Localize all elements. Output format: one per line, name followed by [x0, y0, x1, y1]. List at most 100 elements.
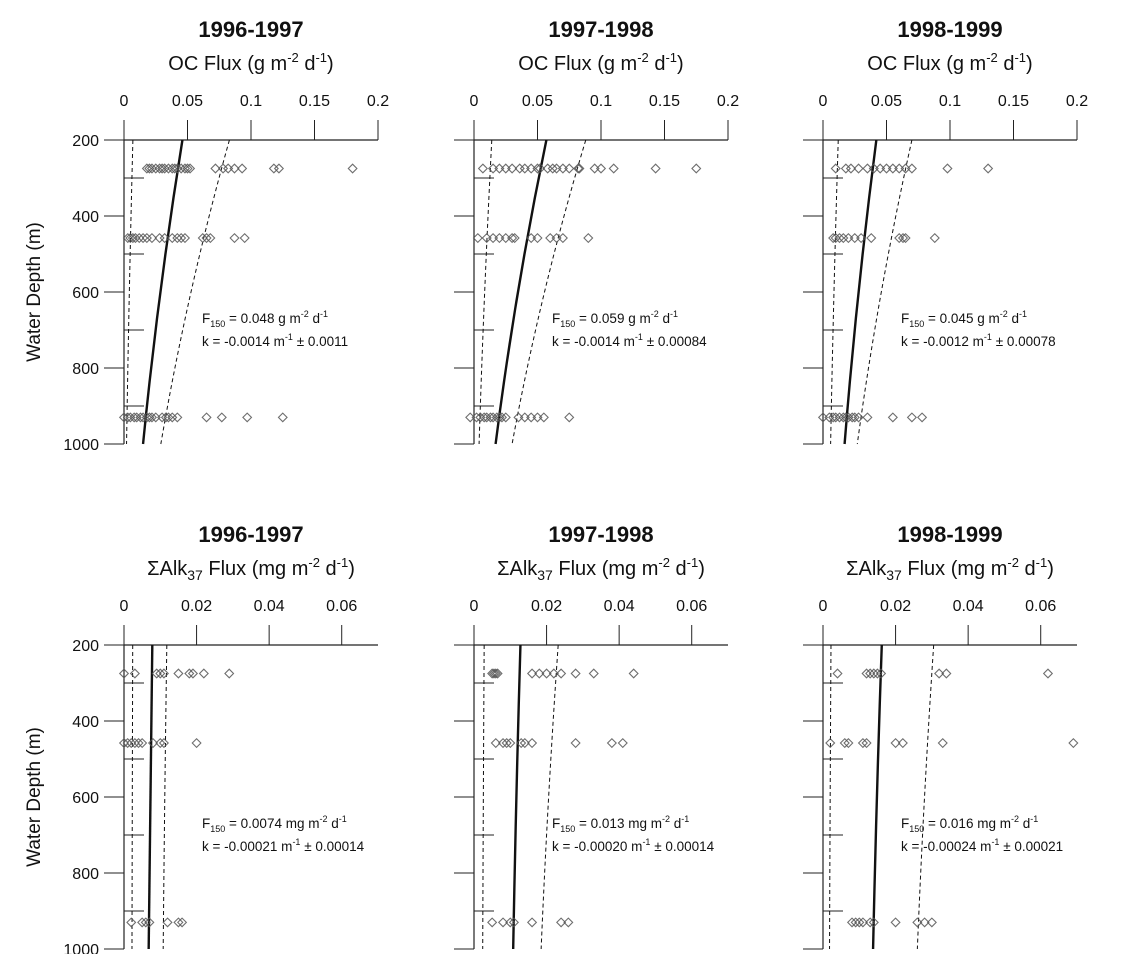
data-point: [839, 737, 850, 749]
title-text: Flux (mg m: [902, 558, 1008, 580]
x-tick-label: 0: [819, 93, 828, 110]
annot-text: = 0.0074 mg m: [225, 816, 319, 831]
fit-central-line: [511, 644, 522, 950]
data-point: [519, 412, 530, 423]
data-point: [471, 412, 482, 423]
data-point: [118, 668, 130, 679]
data-point: [496, 412, 508, 423]
data-point: [541, 668, 552, 679]
data-point: [137, 917, 148, 928]
data-point: [277, 412, 288, 423]
data-point: [532, 163, 543, 174]
data-point: [894, 163, 905, 174]
data-point: [538, 412, 549, 423]
annot-superscript: -1: [635, 332, 643, 342]
annot-superscript: -2: [301, 309, 309, 319]
annot-superscript: -1: [285, 332, 293, 342]
k-annotation: k = -0.0014 m-1 ± 0.0011: [202, 332, 348, 349]
data-point: [173, 917, 184, 928]
data-point: [608, 163, 619, 174]
fit-lower-bound: [829, 644, 832, 950]
data-point: [500, 232, 511, 244]
annot-text: k = -0.0014 m: [552, 334, 635, 349]
annot-symbol: F: [202, 816, 210, 831]
data-point: [556, 668, 567, 679]
data-point: [201, 232, 212, 244]
data-point: [845, 163, 857, 174]
data-point: [868, 668, 879, 679]
title-superscript: -2: [287, 50, 299, 65]
panel-year: 1996-1997: [198, 522, 303, 547]
data-point: [853, 412, 864, 423]
title-text: Flux (mg m: [553, 558, 659, 580]
title-text: ): [698, 558, 705, 580]
data-point: [229, 163, 240, 174]
data-point: [176, 917, 188, 928]
data-point: [589, 163, 600, 174]
data-point: [887, 412, 898, 423]
data-point: [508, 917, 519, 928]
data-point: [179, 232, 191, 244]
data-point: [490, 668, 501, 679]
fit-central-line: [147, 644, 154, 950]
fit-upper-bound: [160, 139, 230, 445]
data-point: [834, 232, 845, 244]
title-text: d: [670, 558, 687, 580]
data-point: [583, 232, 594, 244]
k-annotation: k = -0.00020 m-1 ± 0.00014: [552, 837, 715, 854]
data-point: [490, 737, 501, 749]
title-text: OC Flux (g m: [518, 53, 637, 75]
fit-upper-bound: [856, 139, 913, 445]
annot-superscript: -2: [651, 309, 659, 319]
annot-text: ± 0.00014: [300, 839, 364, 854]
data-point: [141, 163, 152, 174]
data-point: [906, 412, 917, 423]
annot-subscript: 150: [210, 824, 225, 834]
data-point: [509, 232, 520, 244]
data-point: [825, 737, 836, 749]
x-tick-label: 0.15: [998, 93, 1029, 110]
data-point: [861, 668, 872, 679]
data-point: [588, 668, 599, 679]
title-superscript: -1: [1036, 555, 1048, 570]
data-point: [201, 412, 212, 423]
title-text: OC Flux (g m: [168, 53, 287, 75]
annot-text: k = -0.00021 m: [202, 839, 292, 854]
panel-year: 1997-1998: [548, 17, 653, 42]
y-tick-label: 1000: [63, 437, 99, 454]
data-point: [184, 163, 196, 174]
data-point: [628, 668, 639, 679]
data-point: [534, 668, 545, 679]
data-point: [941, 668, 952, 679]
x-tick-label: 0.15: [649, 93, 680, 110]
data-point: [532, 412, 543, 423]
data-point: [887, 163, 898, 174]
data-point: [268, 163, 279, 174]
data-point: [850, 917, 861, 928]
fit-lower-bound: [478, 139, 493, 445]
data-point: [137, 737, 148, 749]
f150-annotation: F150 = 0.048 g m-2 d-1: [202, 309, 328, 329]
annot-superscript: -1: [1030, 814, 1038, 824]
fit-lower-bound: [482, 644, 485, 950]
data-point: [526, 917, 538, 928]
annot-superscript: -2: [662, 814, 670, 824]
fit-upper-bound: [511, 139, 587, 445]
data-point: [163, 412, 174, 423]
data-point: [147, 737, 159, 749]
data-point: [210, 163, 221, 174]
title-text: ): [348, 558, 355, 580]
panel-title: ΣAlk37 Flux (mg m-2 d-1): [147, 555, 355, 583]
x-tick-label: 0.2: [367, 93, 389, 110]
data-point: [472, 232, 483, 244]
x-tick-label: 0.1: [939, 93, 961, 110]
data-point: [570, 737, 581, 749]
data-point: [862, 163, 873, 174]
y-tick-label: 400: [72, 209, 99, 226]
data-point: [487, 917, 498, 928]
data-point: [934, 668, 945, 679]
data-point: [519, 737, 530, 749]
